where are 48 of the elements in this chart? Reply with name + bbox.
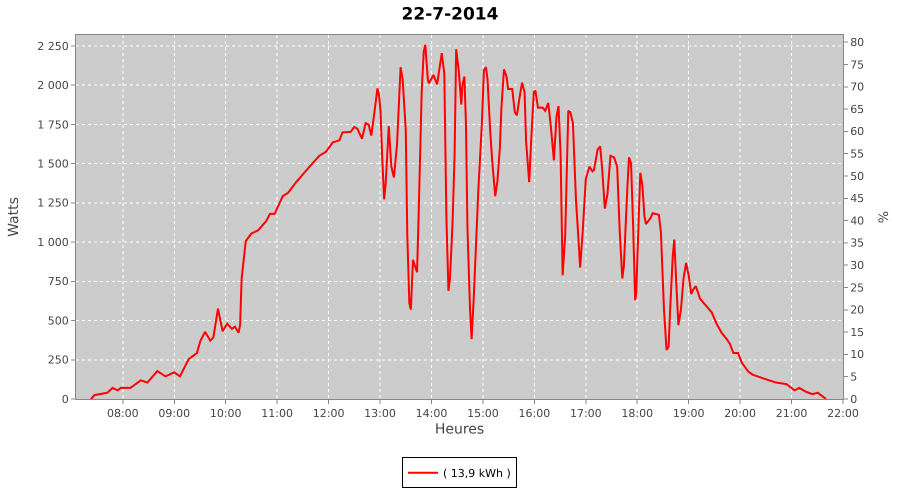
y2-tick-label: 50	[850, 170, 864, 183]
y2-tick-label: 40	[850, 214, 864, 228]
y2-tick-label: 5	[850, 370, 858, 384]
y2-tick-label: 45	[850, 192, 864, 206]
y2-tick-label: 10	[850, 348, 864, 362]
legend-label: ( 13,9 kWh )	[443, 467, 511, 480]
x-tick-label: 14:00	[416, 407, 448, 420]
y-tick-label: 1 000	[37, 236, 69, 249]
y2-tick-label: 25	[850, 281, 864, 294]
y-tick-label: 1 250	[37, 196, 69, 210]
x-tick-label: 08:00	[106, 407, 139, 420]
x-tick-label: 10:00	[210, 407, 242, 420]
y2-tick-label: 60	[850, 125, 864, 138]
line-series	[90, 44, 828, 399]
y2-tick-label: 0	[850, 392, 858, 406]
x-tick-label: 15:00	[467, 407, 499, 420]
x-tick-label: 11:00	[261, 407, 293, 420]
y-tick-label: 2 000	[37, 79, 69, 92]
x-tick-label: 20:00	[724, 407, 756, 420]
y-tick-label: 2 250	[37, 40, 69, 53]
x-tick-label: 22:00	[827, 407, 859, 420]
x-tick-label: 16:00	[518, 407, 550, 420]
y2-axis-title: %	[876, 210, 892, 224]
y-tick-label: 1 500	[37, 158, 69, 171]
y2-tick-label: 80	[850, 36, 864, 49]
y2-tick-label: 75	[850, 58, 864, 72]
x-tick-label: 13:00	[364, 407, 396, 420]
y2-tick-label: 65	[850, 102, 864, 116]
y-tick-label: 250	[48, 354, 69, 367]
x-tick-label: 19:00	[672, 407, 705, 420]
y2-tick-label: 15	[850, 326, 864, 339]
y2-tick-label: 55	[850, 148, 864, 161]
y-axis-title: Watts	[6, 197, 22, 237]
x-tick-label: 21:00	[776, 407, 808, 420]
y2-tick-label: 30	[850, 259, 864, 272]
y-tick-label: 1 750	[37, 118, 69, 132]
x-tick-label: 17:00	[570, 407, 602, 420]
y-tick-label: 750	[48, 275, 69, 288]
x-tick-label: 12:00	[312, 407, 344, 420]
chart-title: 22-7-2014	[402, 4, 499, 24]
y-tick-label: 0	[62, 392, 69, 406]
y2-tick-label: 35	[850, 236, 864, 250]
y-tick-label: 500	[48, 314, 69, 328]
y2-tick-label: 70	[850, 80, 864, 94]
x-axis-title: Heures	[434, 422, 484, 438]
x-tick-label: 09:00	[158, 407, 190, 420]
x-tick-label: 18:00	[621, 407, 654, 420]
y2-tick-label: 20	[850, 304, 864, 317]
